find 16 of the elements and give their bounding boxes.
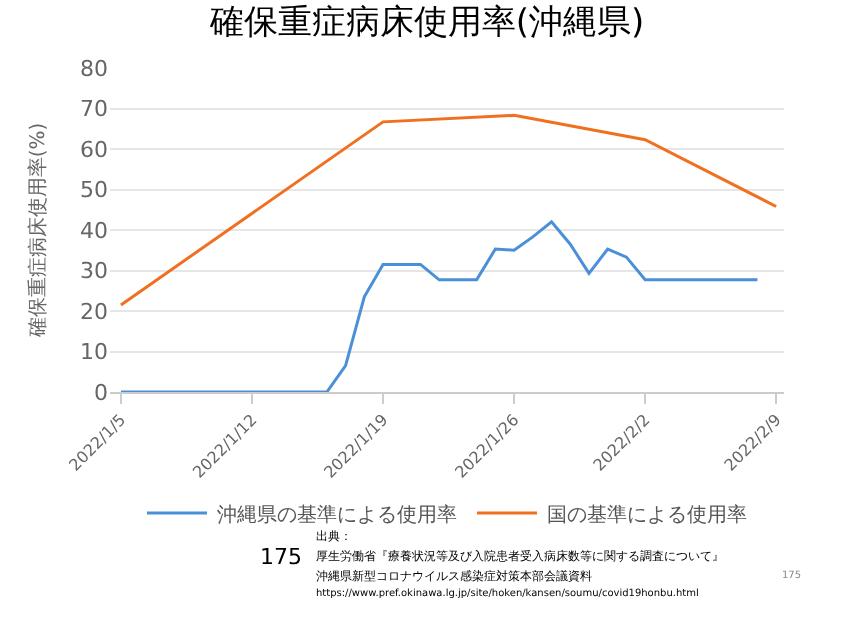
chart-title: 確保重症病床使用率(沖縄県)	[207, 3, 645, 44]
y-tick-label: 60	[80, 136, 108, 163]
legend-label: 沖縄県の基準による使用率	[217, 502, 457, 527]
text: 175	[260, 544, 302, 570]
line-series	[119, 220, 759, 392]
line-series	[119, 113, 778, 307]
y-axis-title: 確保重症病床使用率(%)	[26, 122, 50, 340]
y-tick-label: 80	[80, 55, 108, 82]
y-tick-label: 50	[80, 177, 108, 204]
y-tick-label: 30	[80, 258, 108, 285]
y-tick-label: 0	[94, 379, 108, 406]
y-tick-label: 40	[80, 217, 108, 244]
legend-label: 国の基準による使用率	[547, 502, 747, 527]
y-tick-label: 70	[80, 96, 108, 123]
y-tick-label: 10	[80, 339, 108, 366]
y-tick-label: 20	[80, 298, 108, 325]
